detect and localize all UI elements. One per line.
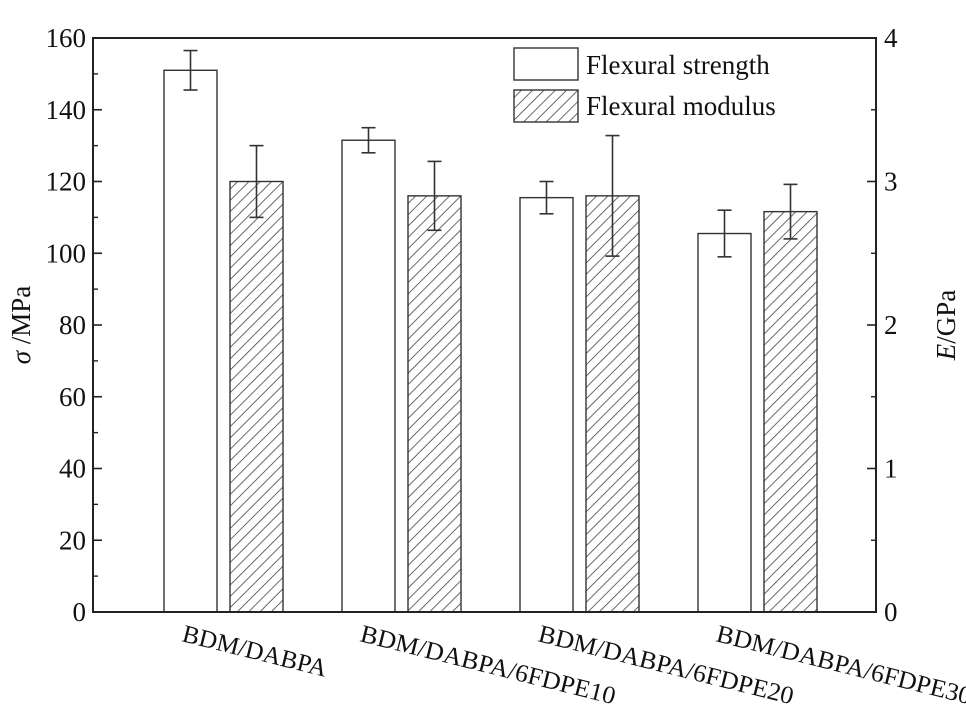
legend-swatch-flexural-strength [513,47,579,81]
left-tick-label-8: 160 [46,23,87,53]
bar-modulus-2 [585,195,640,613]
left-tick-label-2: 40 [59,454,86,484]
left-tick-label-5: 100 [46,238,87,268]
left-axis-label: σ /MPa [6,286,36,365]
right-axis-label: E/GPa [931,290,961,362]
category-label-0: BDM/DABPA [180,621,330,683]
right-tick-label-0: 0 [884,597,898,627]
right-tick-label-4: 4 [884,23,898,53]
left-axis-symbol: σ [6,349,36,364]
right-axis-symbol: E [931,343,961,361]
left-tick-label-7: 140 [46,95,87,125]
bar-modulus-0 [229,180,284,613]
error-bars-layer [183,49,798,258]
right-tick-label-3: 3 [884,167,898,197]
bar-strength-3 [697,232,752,613]
left-tick-label-1: 20 [59,525,86,555]
legend-swatch-flexural-modulus [513,89,579,123]
bar-strength-2 [519,196,574,613]
legend-label-flexural-modulus: Flexural modulus [586,91,776,121]
right-tick-label-1: 1 [884,454,898,484]
bars-layer [163,69,818,613]
right-axis-unit: /GPa [931,290,961,344]
bar-strength-1 [341,139,396,613]
legend: Flexural strength Flexural modulus [513,47,776,123]
left-tick-label-4: 80 [59,310,86,340]
right-axis-ticks: 0 1 2 3 4 [867,23,898,627]
bar-modulus-3 [763,210,818,613]
left-axis-ticks: 0 20 40 60 80 100 120 140 160 [46,23,102,627]
category-labels: BDM/DABPA BDM/DABPA/6FDPE10BDM/DABPA/6FDP… [180,621,966,709]
right-tick-label-2: 2 [884,310,898,340]
left-axis-unit: /MPa [6,286,36,351]
left-tick-label-6: 120 [46,167,87,197]
left-tick-label-3: 60 [59,382,86,412]
left-tick-label-0: 0 [73,597,87,627]
bar-strength-0 [163,69,218,613]
legend-label-flexural-strength: Flexural strength [586,50,770,80]
bar-modulus-1 [407,195,462,613]
